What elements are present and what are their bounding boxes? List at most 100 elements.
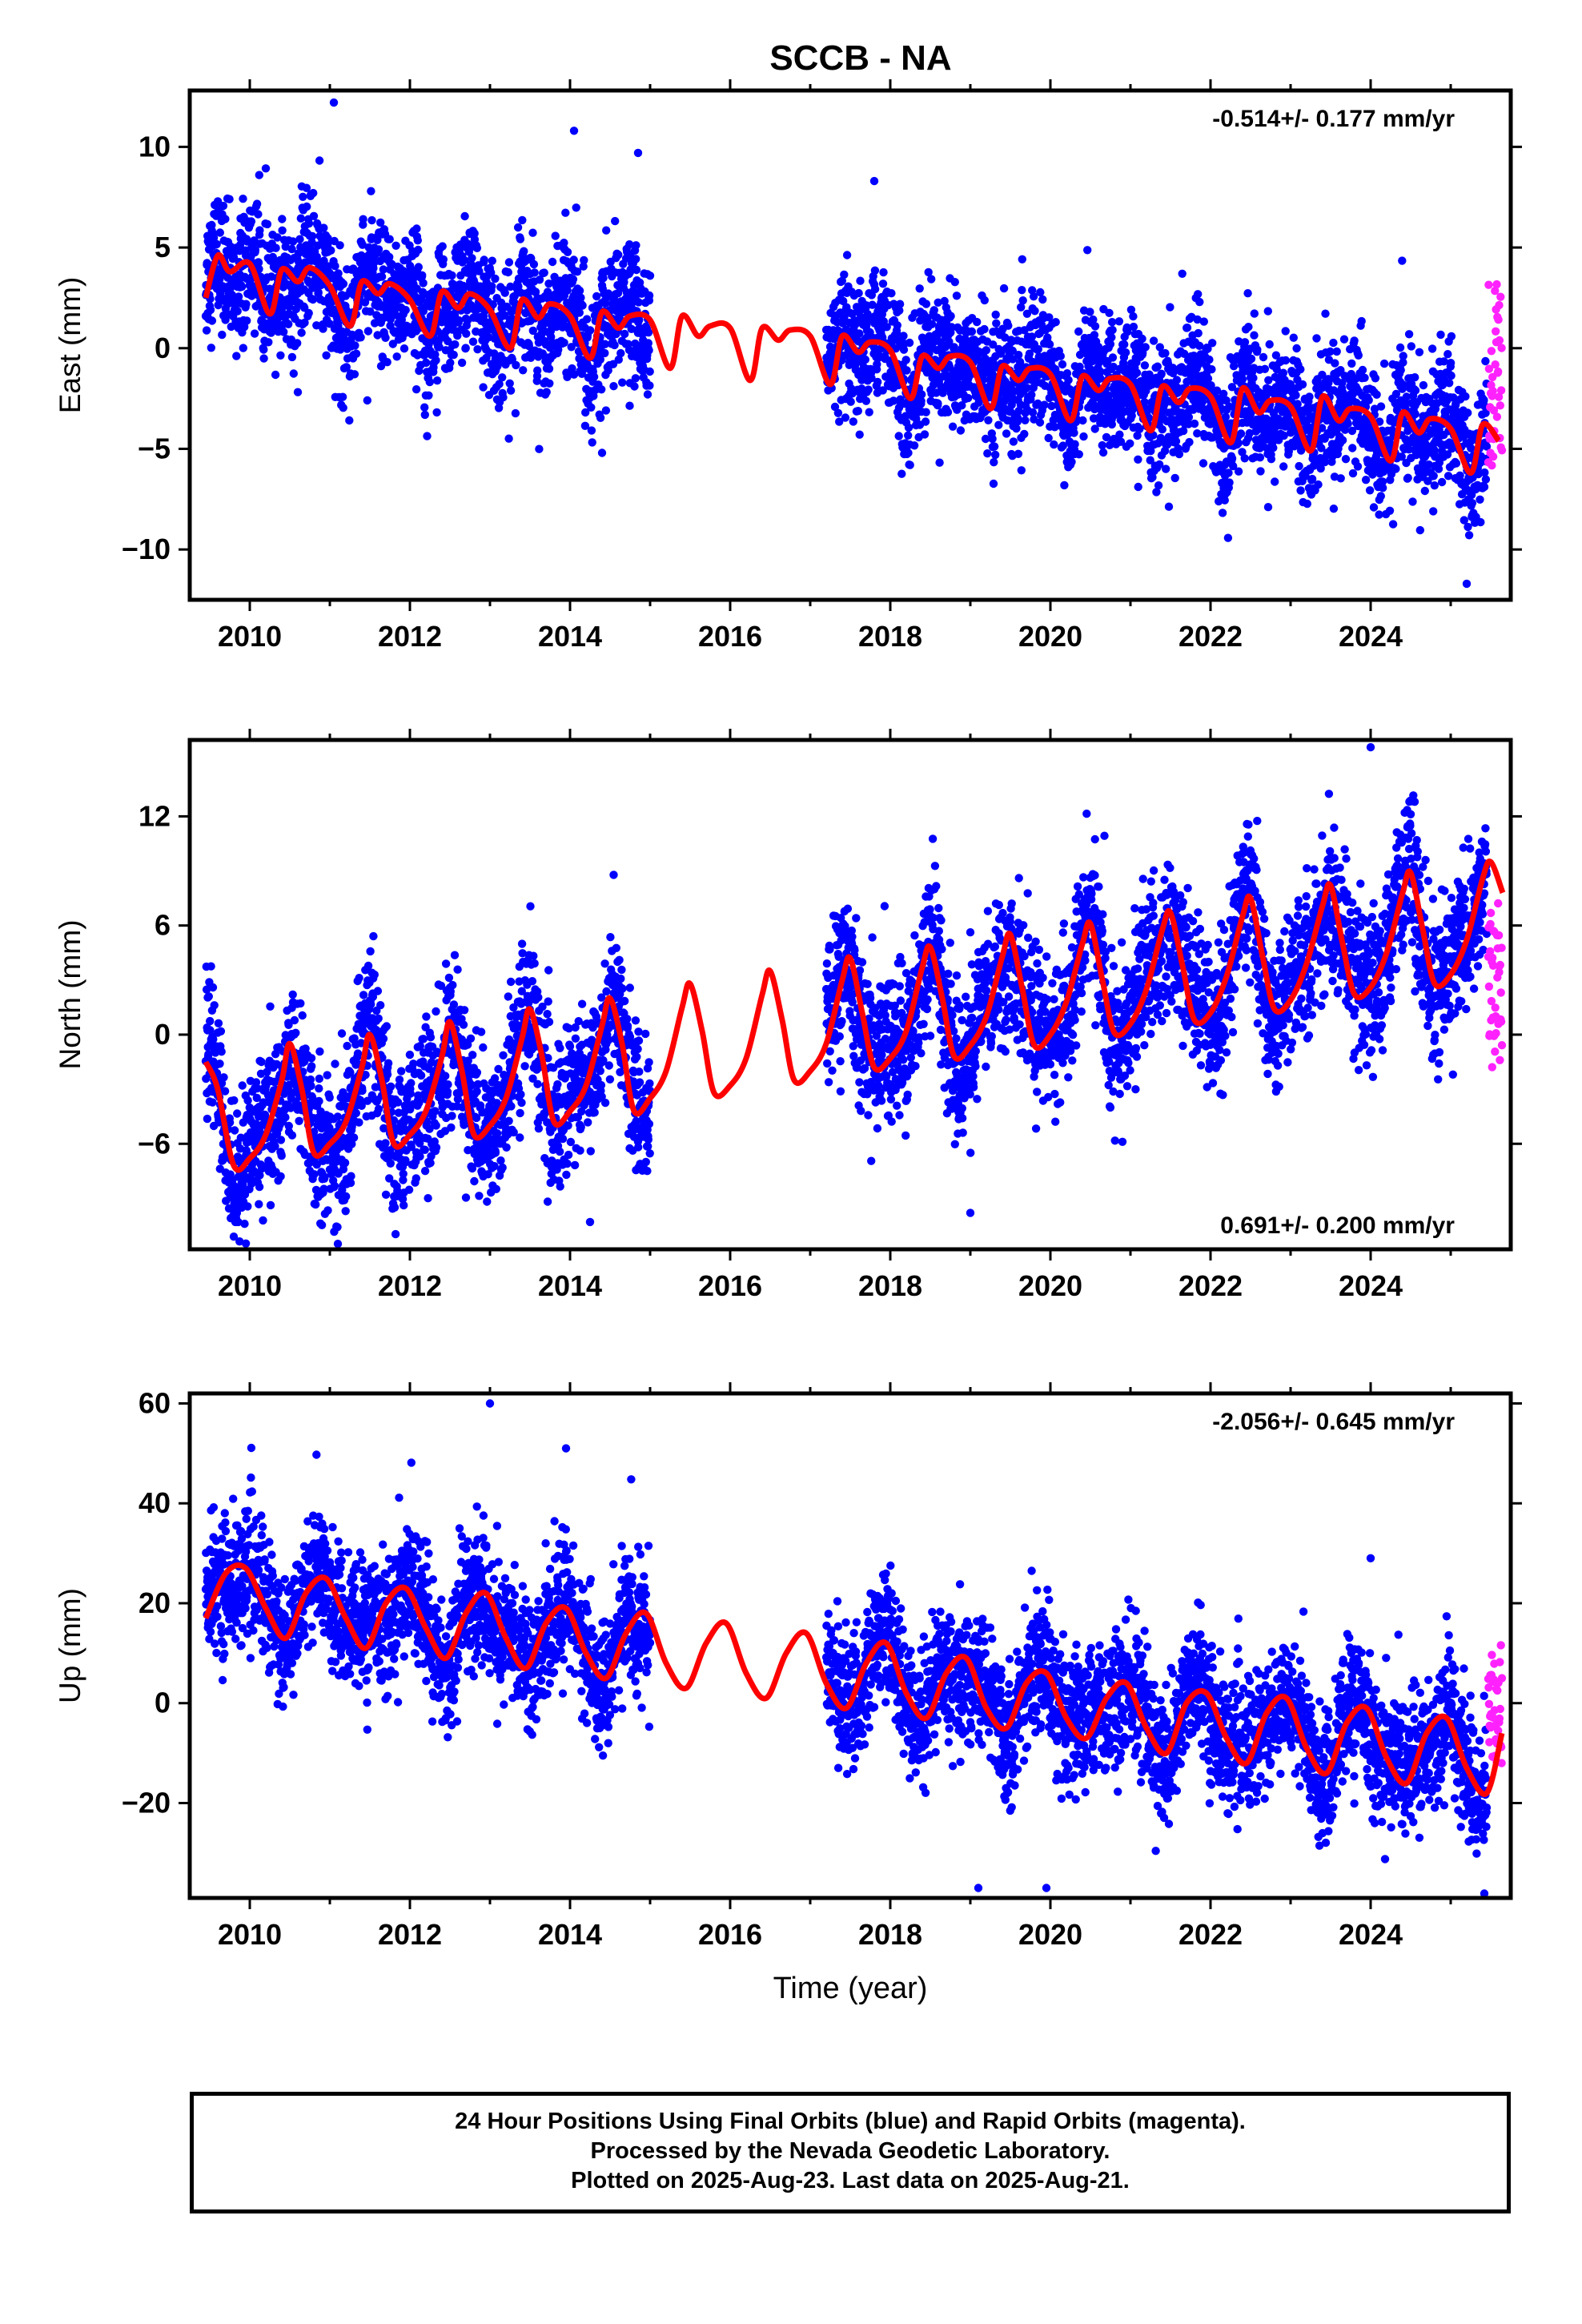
data-point (1070, 428, 1078, 437)
data-point (1018, 286, 1026, 295)
data-point (304, 219, 314, 228)
data-point (964, 393, 973, 403)
data-point (1227, 383, 1237, 392)
data-point (514, 282, 523, 291)
data-point (1190, 419, 1199, 428)
data-point (1476, 517, 1485, 527)
data-point (214, 1019, 223, 1028)
data-point (1106, 340, 1115, 348)
data-point (254, 258, 263, 267)
rapid-orbit-points (1484, 279, 1507, 470)
data-point (1134, 455, 1142, 464)
data-point (644, 339, 652, 348)
x-tick-label: 2010 (218, 620, 282, 653)
data-point (917, 390, 926, 399)
data-point (1129, 322, 1138, 332)
data-point (1184, 412, 1194, 422)
data-point (1249, 373, 1258, 383)
data-point (419, 307, 428, 316)
data-point (335, 241, 344, 250)
data-point (289, 369, 298, 378)
data-point (1090, 322, 1100, 331)
data-point (225, 1118, 235, 1127)
data-point (575, 308, 584, 317)
data-point (207, 962, 215, 971)
data-point (202, 985, 211, 994)
data-point (1229, 461, 1238, 471)
data-point (1220, 496, 1230, 505)
data-point (1250, 309, 1259, 318)
data-point (1102, 432, 1111, 442)
data-point (1296, 365, 1305, 374)
data-point (1279, 462, 1288, 471)
data-point (261, 164, 271, 173)
data-point (239, 344, 247, 352)
data-point (596, 413, 605, 422)
data-point (488, 282, 496, 291)
data-point (1259, 352, 1268, 362)
data-point (1132, 368, 1142, 377)
data-point (468, 254, 476, 263)
rapid-point (1488, 461, 1496, 470)
data-point (1303, 499, 1312, 509)
data-point (1397, 452, 1407, 461)
data-point (1236, 429, 1246, 438)
data-point (491, 274, 500, 283)
data-point (1436, 330, 1445, 340)
data-point (264, 338, 273, 347)
data-point (373, 331, 382, 340)
data-point (1043, 333, 1052, 342)
data-point (1402, 392, 1411, 401)
data-point (1017, 303, 1026, 312)
data-point (221, 316, 230, 324)
data-point (1146, 446, 1155, 456)
data-point (576, 293, 585, 302)
data-point (1195, 341, 1204, 350)
data-point (1134, 482, 1142, 492)
data-point (366, 307, 375, 316)
data-point (551, 231, 560, 240)
data-point (528, 228, 537, 237)
data-point (1353, 462, 1363, 471)
data-point (861, 355, 870, 364)
data-point (1446, 359, 1456, 368)
data-point (878, 386, 887, 395)
data-point (309, 188, 318, 198)
data-point (1247, 354, 1256, 364)
data-point (1064, 376, 1073, 384)
data-point (1331, 359, 1339, 368)
rapid-point (1495, 336, 1504, 345)
data-point (991, 450, 1000, 460)
data-point (505, 379, 514, 388)
data-point (376, 218, 385, 227)
data-point (207, 344, 215, 352)
data-point (453, 331, 462, 340)
data-point (241, 1239, 251, 1248)
data-point (254, 210, 263, 219)
data-point (1047, 401, 1056, 411)
data-point (991, 310, 1000, 320)
data-point (462, 329, 471, 338)
data-point (833, 408, 843, 417)
data-point (238, 282, 247, 292)
data-point (1481, 356, 1490, 366)
data-point (1221, 412, 1231, 421)
data-point (614, 251, 623, 259)
data-point (867, 373, 876, 383)
data-point (512, 360, 520, 370)
data-point (1481, 475, 1491, 484)
data-point (1437, 477, 1447, 487)
data-point (1141, 343, 1150, 352)
data-point (1225, 478, 1234, 487)
data-point (1185, 437, 1194, 447)
data-point (1269, 444, 1278, 452)
data-point (435, 343, 444, 352)
data-point (242, 300, 251, 308)
data-point (1415, 525, 1425, 535)
y-tick-label: 5 (155, 231, 171, 263)
data-point (351, 341, 359, 350)
x-tick-label: 2014 (538, 620, 602, 653)
data-point (1336, 474, 1345, 483)
data-point (219, 1073, 228, 1082)
data-point (229, 1232, 239, 1241)
